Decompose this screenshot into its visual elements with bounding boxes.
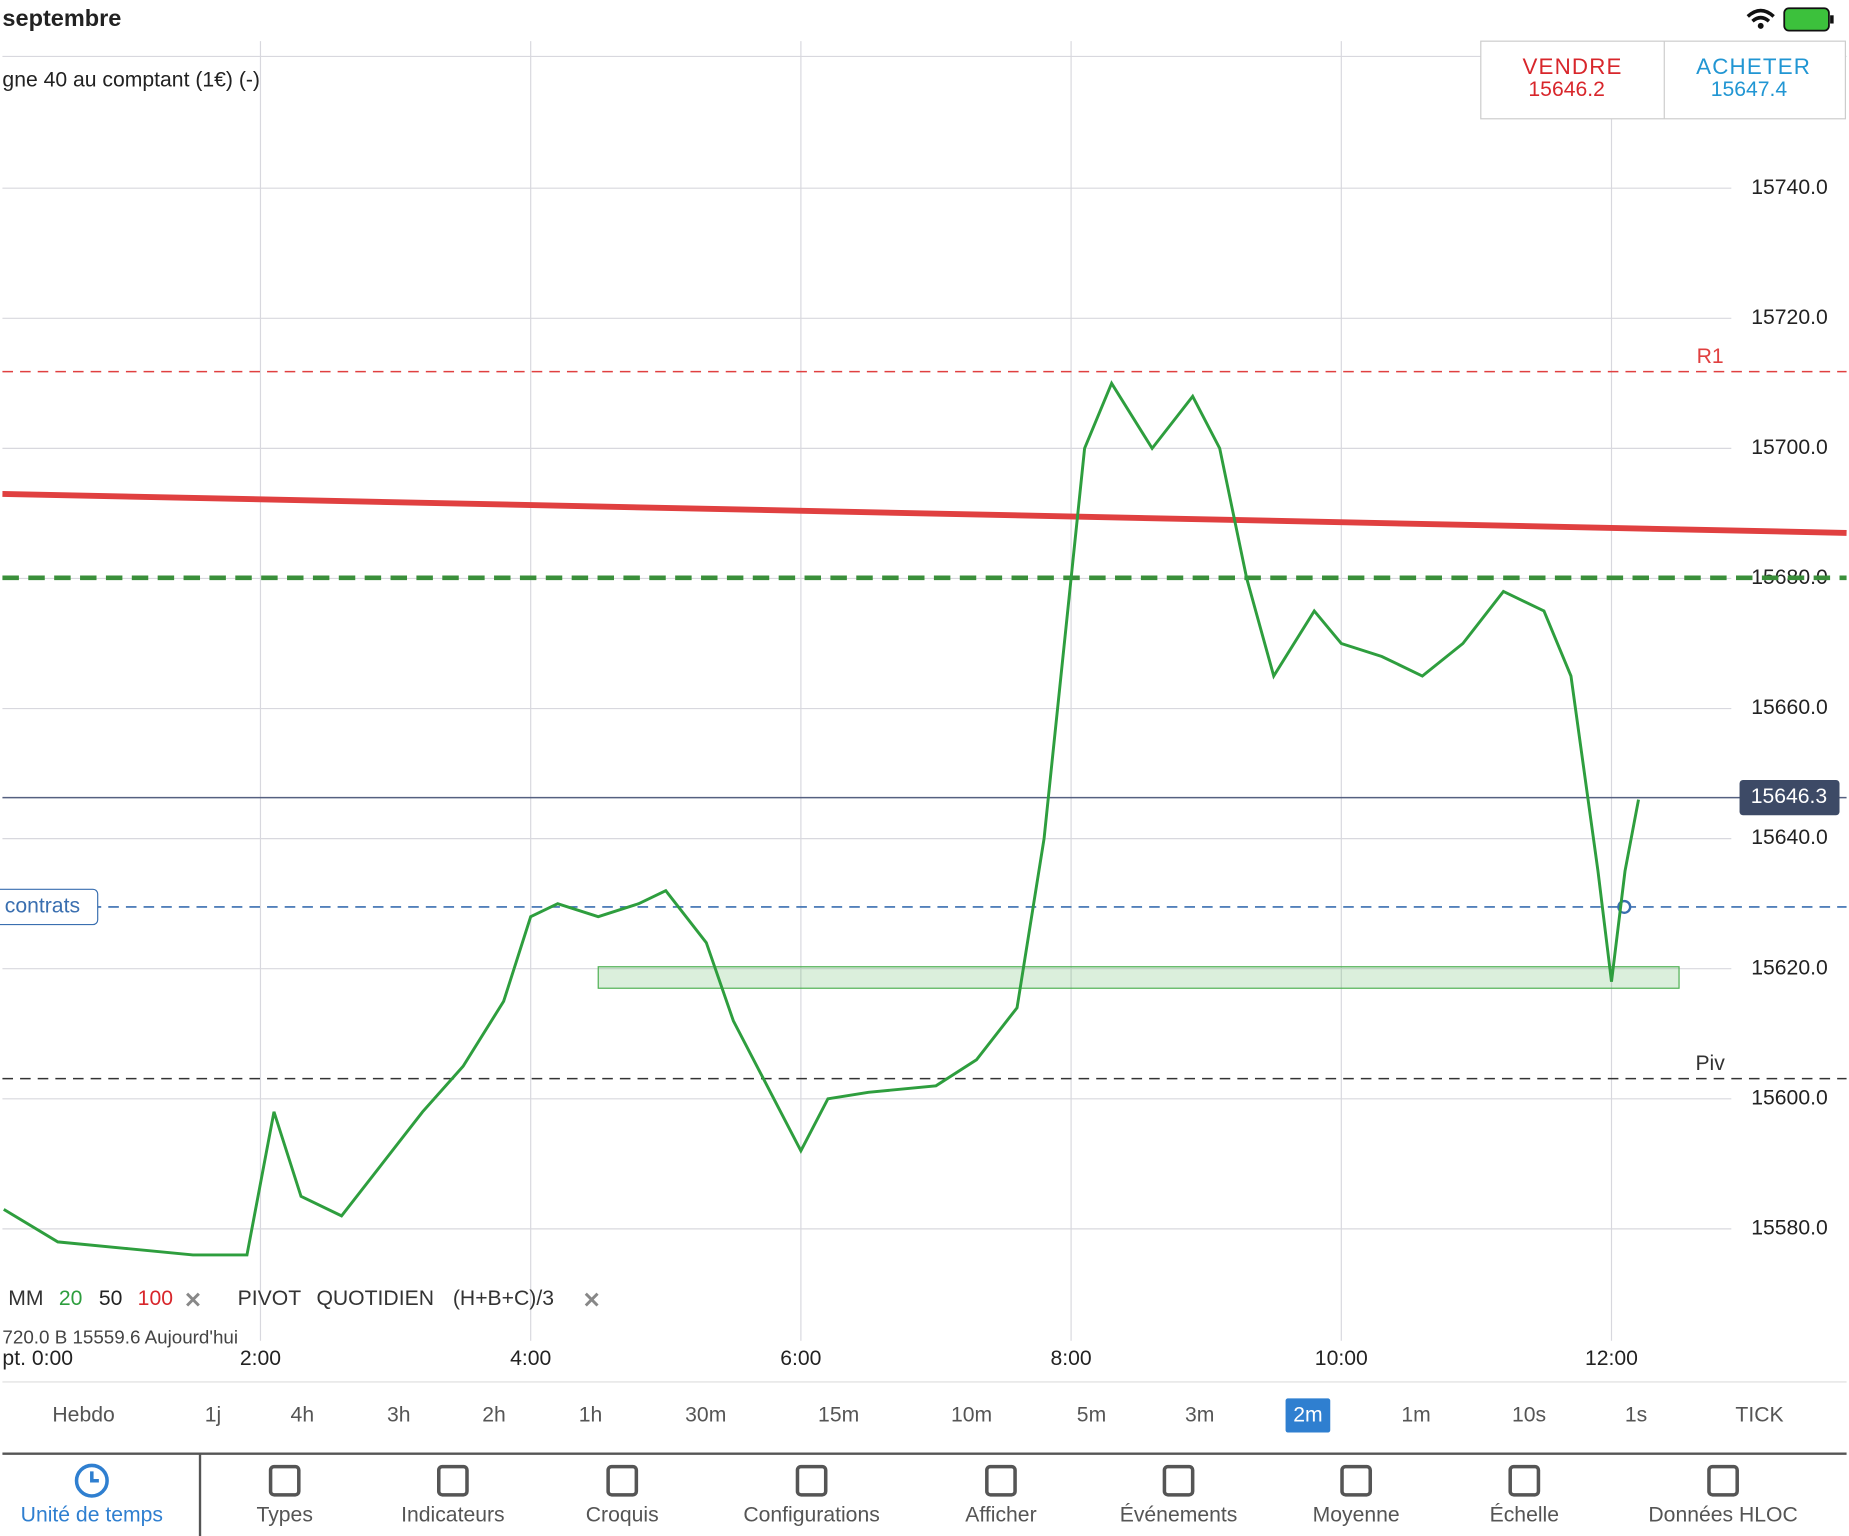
x-tick-label: 12:00 (1585, 1347, 1638, 1370)
legend-item[interactable]: 20 (59, 1287, 83, 1310)
icon[interactable] (606, 1464, 639, 1497)
x-tick-label: 10:00 (1315, 1347, 1368, 1370)
icon[interactable] (437, 1464, 469, 1497)
timeframe[interactable]: TICK (1735, 1404, 1783, 1427)
timeframe[interactable]: 3h (387, 1404, 411, 1427)
toolbar-item[interactable]: Moyenne (1313, 1504, 1400, 1527)
sell-label[interactable]: VENDRE (1522, 54, 1622, 79)
icon[interactable] (74, 1463, 109, 1498)
timeframe[interactable]: 1j (205, 1404, 221, 1427)
legend-item[interactable]: 100 (138, 1287, 173, 1310)
timeframe[interactable]: 10s (1512, 1404, 1546, 1427)
price-tag-label: 15646.3 (1751, 785, 1827, 808)
pivot-item[interactable]: PIVOT (238, 1287, 302, 1310)
y-tick-label: 15620.0 (1751, 956, 1827, 979)
price-line (3, 380, 1640, 1257)
toolbar-item[interactable]: Événements (1120, 1502, 1238, 1527)
legend-item[interactable]: MM (8, 1287, 43, 1310)
status-icons (1746, 7, 1834, 32)
toolbar-item[interactable]: Unité de temps (21, 1504, 163, 1527)
position-box[interactable] (0, 888, 99, 926)
buy-price[interactable]: 15647.4 (1711, 78, 1788, 101)
pivot-item[interactable]: QUOTIDIEN (316, 1287, 434, 1310)
icon[interactable] (1707, 1464, 1739, 1497)
icon[interactable] (1162, 1464, 1195, 1497)
buy-label[interactable]: ACHETER (1696, 54, 1811, 79)
y-tick-label: 15700.0 (1751, 436, 1827, 459)
x-tick-label: 6:00 (780, 1347, 821, 1370)
toolbar-item[interactable]: Données HLOC (1648, 1504, 1797, 1527)
timeframe[interactable]: Hebdo (52, 1404, 114, 1427)
timeframe[interactable]: 4h (291, 1404, 315, 1427)
instrument: gne 40 au comptant (1€) (-) (2, 69, 260, 92)
timeframe[interactable]: 5m (1077, 1404, 1106, 1427)
toolbar-item[interactable]: Afficher (965, 1504, 1036, 1527)
level-label: Piv (1695, 1052, 1725, 1075)
icon[interactable] (90, 1471, 99, 1483)
timeframe-selected[interactable] (1285, 1398, 1331, 1433)
x-tick-label: 2:00 (240, 1347, 281, 1370)
price-tag (1739, 780, 1840, 816)
toolbar-item[interactable]: Types (256, 1504, 312, 1527)
icon[interactable] (795, 1464, 828, 1497)
pivot-item[interactable]: (H+B+C)/3 (453, 1287, 554, 1310)
timeframe[interactable]: 15m (818, 1404, 859, 1427)
y-tick-label: 15580.0 (1751, 1216, 1827, 1239)
y-tick-label: 15720.0 (1751, 306, 1827, 329)
x-tick-label: 8:00 (1050, 1347, 1091, 1370)
y-tick-label: 15640.0 (1751, 826, 1827, 849)
timeframe[interactable]: 1m (1401, 1404, 1430, 1427)
toolbar-item[interactable]: Croquis (586, 1504, 659, 1527)
toolbar-item[interactable]: Indicateurs (401, 1504, 505, 1527)
level-label: R1 (1697, 345, 1724, 368)
y-tick-label: 15660.0 (1751, 696, 1827, 719)
timeframe[interactable]: 1s (1625, 1404, 1647, 1427)
x-tick-label: 4:00 (510, 1347, 551, 1370)
ohlc-info: 720.0 B 15559.6 Aujourd'hui (2, 1326, 238, 1347)
toolbar-item[interactable]: Échelle (1490, 1502, 1559, 1527)
icon[interactable] (268, 1464, 301, 1497)
y-tick-label: 15600.0 (1751, 1086, 1827, 1109)
icon[interactable] (1508, 1464, 1541, 1497)
x-start-label: pt. 0:00 (2, 1347, 73, 1370)
trend-line (2, 490, 1847, 536)
icon[interactable] (1340, 1464, 1373, 1497)
toolbar-item[interactable]: Configurations (743, 1504, 879, 1527)
legend-item[interactable]: 50 (99, 1287, 123, 1310)
position-label[interactable]: contrats (5, 895, 80, 918)
close-icon[interactable] (186, 1292, 200, 1307)
y-tick-label: 15740.0 (1751, 176, 1827, 199)
zone (597, 966, 1680, 989)
chart: 15580.015600.015620.015640.015660.015680… (0, 41, 1847, 1370)
date: septembre (2, 5, 121, 31)
timeframe[interactable]: 1h (579, 1404, 603, 1427)
timeframe[interactable]: 2m (1293, 1404, 1322, 1427)
timeframe[interactable]: 30m (685, 1404, 726, 1427)
close-icon[interactable] (584, 1292, 599, 1307)
quote-box (1480, 40, 1846, 120)
sell-price[interactable]: 15646.2 (1528, 78, 1604, 101)
timeframe[interactable]: 2h (482, 1404, 506, 1427)
timeframe[interactable]: 10m (951, 1404, 992, 1427)
timeframe[interactable]: 3m (1185, 1404, 1214, 1427)
icon[interactable] (985, 1464, 1017, 1497)
